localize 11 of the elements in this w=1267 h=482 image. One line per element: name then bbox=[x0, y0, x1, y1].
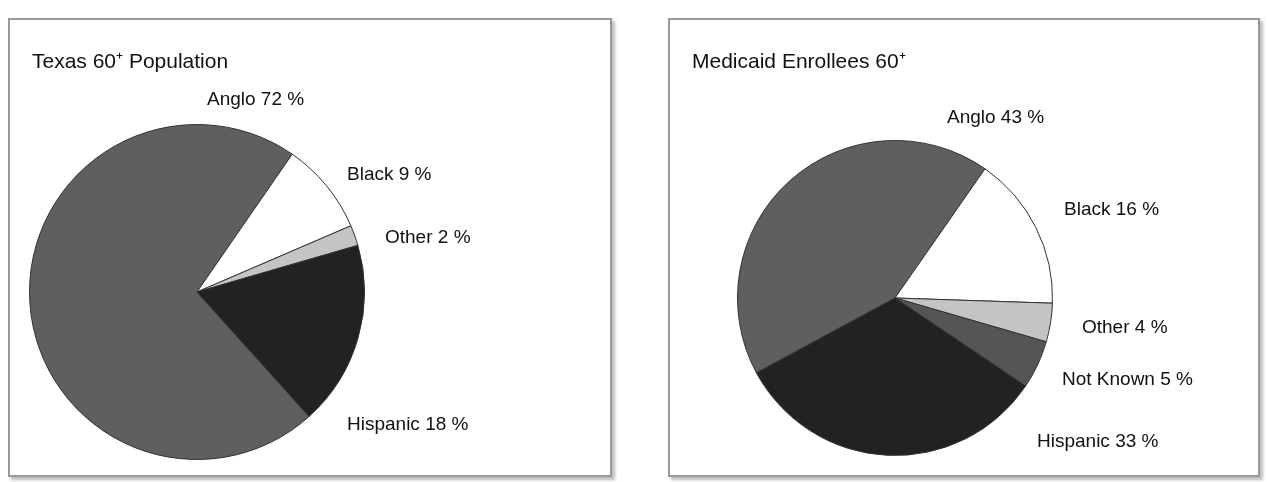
slice-label: Anglo 43 % bbox=[947, 106, 1045, 128]
slice-label: Hispanic 18 % bbox=[347, 413, 469, 435]
slice-label: Hispanic 33 % bbox=[1037, 430, 1159, 452]
slice-label: Anglo 72 % bbox=[207, 88, 305, 110]
chart-title: Medicaid Enrollees 60⁺ bbox=[692, 48, 906, 72]
slice-label: Not Known 5 % bbox=[1062, 368, 1194, 390]
slice-label: Black 16 % bbox=[1064, 198, 1160, 220]
slice-label: Black 9 % bbox=[347, 163, 432, 185]
chart-title: Texas 60⁺ Population bbox=[32, 48, 229, 72]
slice-label: Other 4 % bbox=[1082, 316, 1168, 338]
slice-label: Other 2 % bbox=[385, 226, 471, 248]
